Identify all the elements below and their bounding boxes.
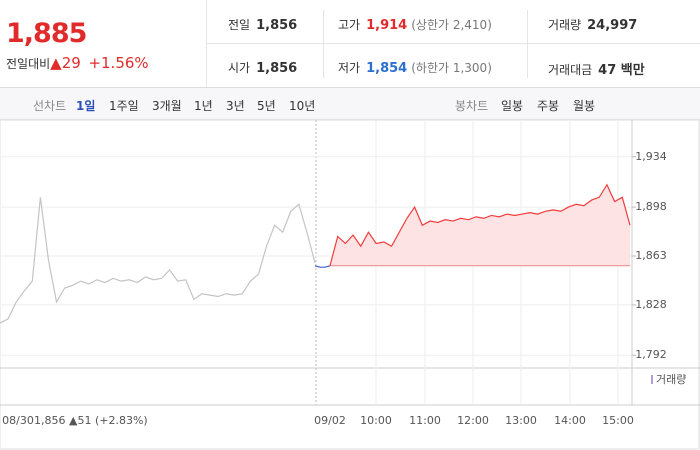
x-tick-label: 13:00 [505, 414, 537, 427]
tab-bar: 선차트 1일 1주일 3개월 1년 3년 5년 10년 봉차트 일봉 주봉 월봉 [0, 88, 700, 120]
tab[interactable]: 일봉 [501, 99, 524, 113]
summary-cell: 고가 1,914 (상한가 2,410) [338, 16, 492, 33]
summary-cell: 저가 1,854 (하한가 1,300) [338, 59, 492, 76]
price-line [329, 183, 631, 266]
prev-close-note: 1,856 ▲51 (+2.83%) [34, 414, 148, 427]
legend-swatch [651, 375, 653, 384]
y-tick-label: 1,934 [635, 150, 667, 163]
x-tick-label: 08/30 [2, 414, 34, 427]
change: 전일대비▲29 +1.56% [6, 54, 149, 72]
tab[interactable]: 주봉 [537, 99, 560, 113]
chart: 08/30 09/02 10:00 11:00 12:00 13:00 14:00 15:00… [0, 120, 700, 450]
tab[interactable]: 3개월 [152, 99, 182, 113]
y-tick-label: 1,863 [635, 249, 667, 262]
divider [323, 10, 324, 78]
summary-label: 고가 [338, 18, 361, 32]
x-tick-label: 15:00 [602, 414, 634, 427]
summary-cell: 전일 1,856 [228, 16, 297, 33]
summary-value: 1,854 [366, 61, 408, 76]
price-line [0, 197, 316, 324]
y-tick-label: 1,792 [635, 348, 667, 361]
x-tick-label: 09/02 [314, 414, 346, 427]
summary-panel: 1,885 전일대비▲29 +1.56% 전일 1,856 고가 1,914 (상한가 … [0, 0, 700, 88]
summary-note: (상한가 2,410) [411, 18, 492, 32]
summary-label: 전일 [228, 18, 251, 32]
summary-cell: 시가 1,856 [228, 59, 297, 76]
tab[interactable]: 3년 [226, 99, 245, 113]
tab[interactable]: 10년 [289, 99, 316, 113]
summary-value: 47 백만 [598, 63, 645, 78]
summary-cell: 거래대금 47 백만 [548, 59, 645, 78]
area-fill [330, 184, 630, 266]
x-tick-label: 10:00 [360, 414, 392, 427]
x-tick-label: 12:00 [457, 414, 489, 427]
price-panel: 1,885 전일대비▲29 +1.56% [0, 0, 207, 87]
summary-value: 1,856 [256, 18, 298, 33]
summary-label: 저가 [338, 61, 361, 75]
plot-frame [0, 120, 700, 450]
y-tick-label: 1,898 [635, 200, 667, 213]
summary-cell: 거래량 24,997 [548, 16, 637, 33]
change-value: ▲29 [50, 54, 81, 72]
summary-value: 1,856 [256, 61, 298, 76]
tab[interactable]: 1주일 [109, 99, 139, 113]
summary-label: 시가 [228, 61, 251, 75]
summary-note: (하한가 1,300) [411, 61, 492, 75]
summary-label: 거래량 [548, 18, 582, 32]
summary-label: 거래대금 [548, 63, 593, 77]
divider [527, 10, 528, 78]
tab-group-label: 선차트 [33, 99, 67, 113]
x-tick-label: 11:00 [409, 414, 441, 427]
summary-value: 24,997 [587, 18, 638, 33]
current-price: 1,885 [6, 18, 87, 49]
tab[interactable]: 1년 [194, 99, 213, 113]
tab[interactable]: 5년 [257, 99, 276, 113]
tab[interactable]: 월봉 [573, 99, 596, 113]
price-line [314, 265, 331, 268]
legend-label: 거래량 [656, 373, 686, 386]
summary-value: 1,914 [366, 18, 408, 33]
tab-group-label: 봉차트 [455, 99, 489, 113]
tab[interactable]: 1일 [76, 99, 96, 113]
y-tick-label: 1,828 [635, 298, 667, 311]
change-pct: +1.56% [88, 54, 149, 72]
divider [207, 43, 700, 44]
change-label: 전일대비 [6, 57, 51, 71]
x-tick-label: 14:00 [554, 414, 586, 427]
